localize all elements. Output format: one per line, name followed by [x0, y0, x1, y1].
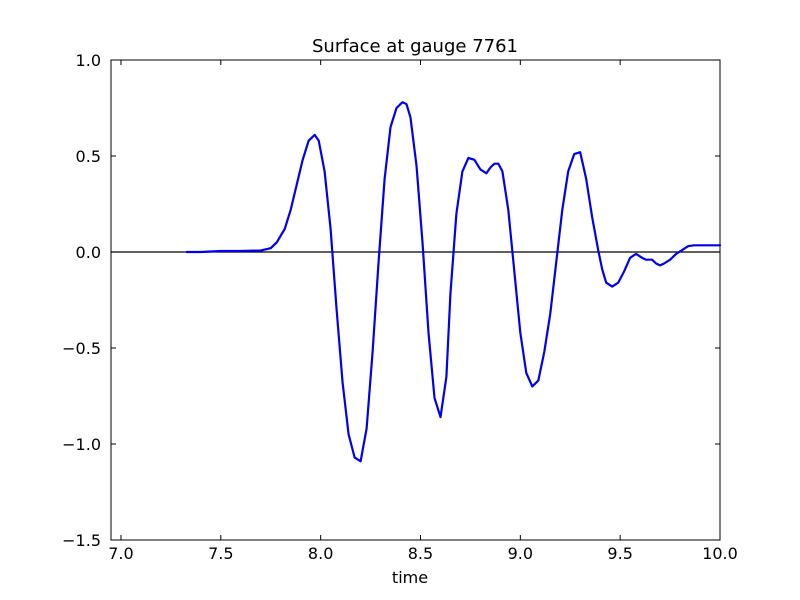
- x-tick-label: 9.5: [607, 544, 632, 563]
- series-layer: [185, 101, 722, 463]
- plot-frame: [110, 59, 721, 541]
- y-tick-label: −0.5: [62, 339, 101, 358]
- x-tick-label: 7.5: [208, 544, 233, 563]
- x-tick-label: 7.0: [108, 544, 133, 563]
- y-tick-label: 0.0: [76, 243, 101, 262]
- chart-title: Surface at gauge 7761: [312, 36, 518, 57]
- plot-area: [111, 60, 720, 540]
- x-tick-label: 8.0: [308, 544, 333, 563]
- x-tick-label: 8.5: [408, 544, 433, 563]
- x-tick-label: 9.0: [508, 544, 533, 563]
- series-line-0: [185, 101, 722, 463]
- x-axis-ticks: 7.0 7.5 8.0 8.5 9.0 9.5 10.0: [108, 60, 738, 563]
- x-axis-label: time: [392, 568, 428, 587]
- x-tick-label: 10.0: [702, 544, 738, 563]
- y-tick-label: 0.5: [76, 147, 101, 166]
- y-tick-label: −1.5: [62, 531, 101, 550]
- y-axis-ticks: −1.5 −1.0 −0.5 0.0 0.5 1.0: [62, 51, 720, 550]
- y-tick-label: 1.0: [76, 51, 101, 70]
- y-tick-label: −1.0: [62, 435, 101, 454]
